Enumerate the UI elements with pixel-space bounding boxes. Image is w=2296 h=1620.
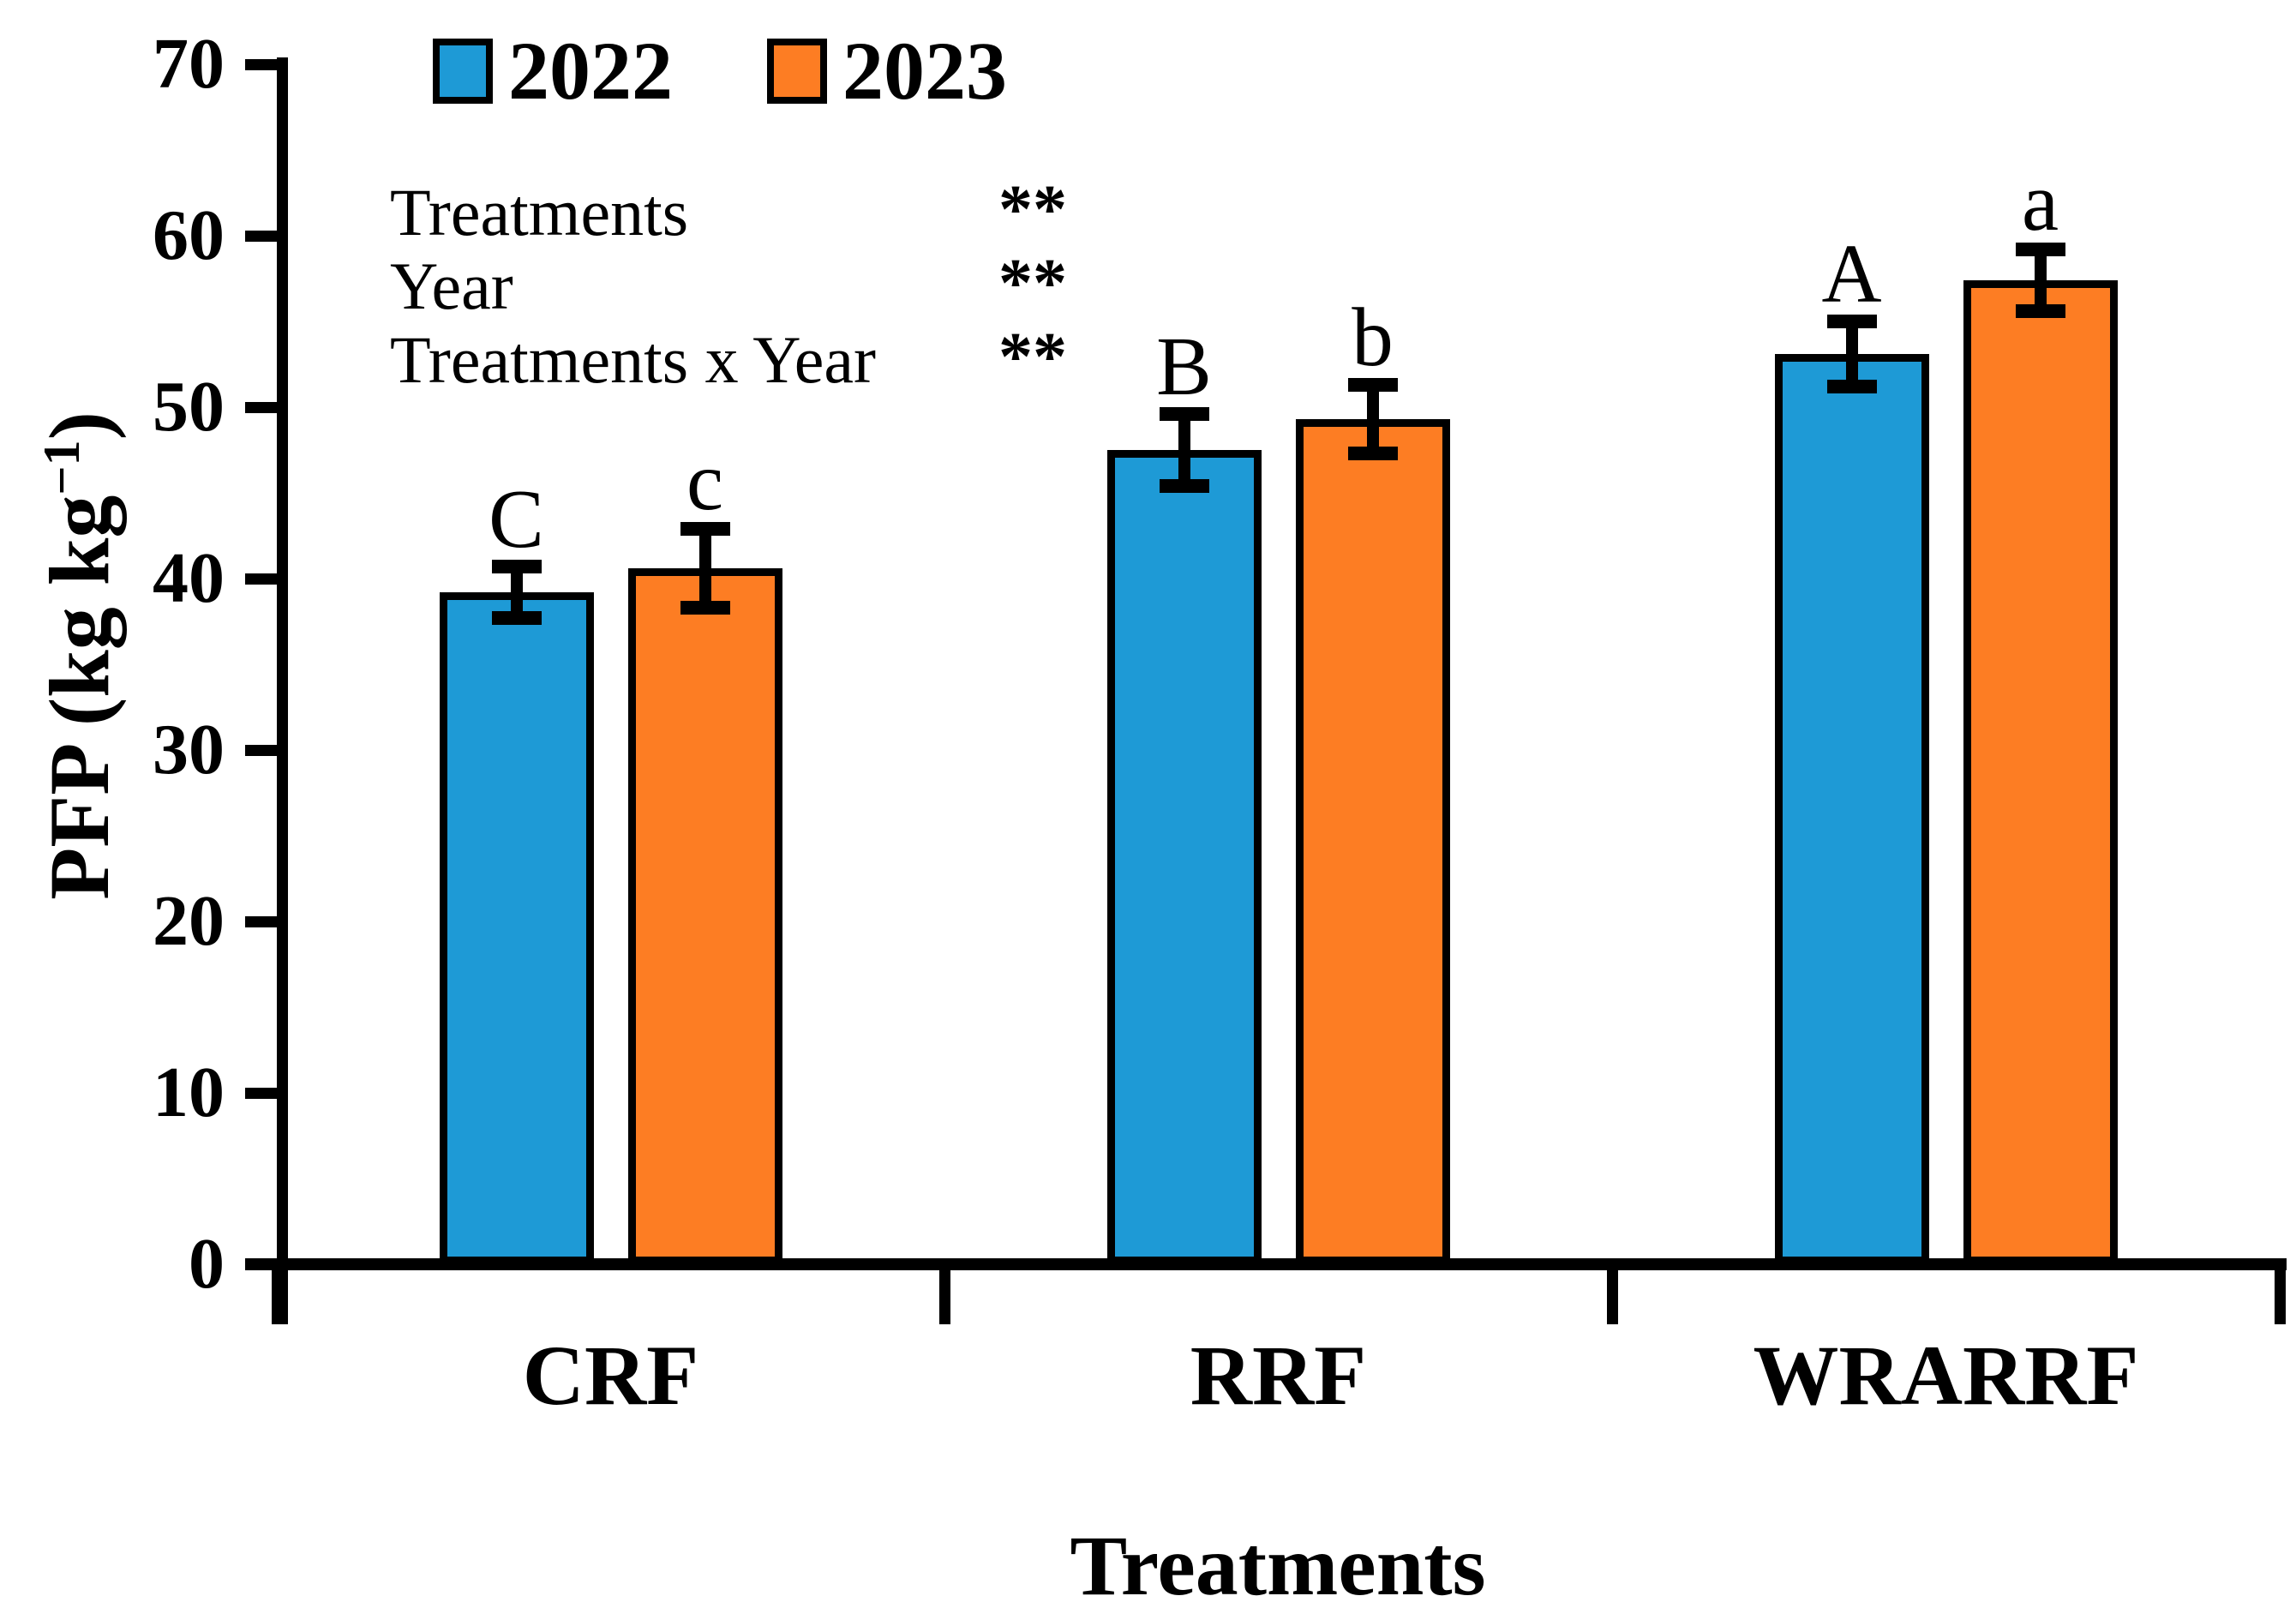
error-bar-cap-top xyxy=(491,560,542,573)
y-tick-label: 10 xyxy=(153,1053,225,1132)
legend-label-2023: 2023 xyxy=(842,25,1007,117)
legend-swatch-2023 xyxy=(767,39,827,104)
error-bar-cap-bottom xyxy=(1347,447,1398,460)
error-bar-cap-bottom xyxy=(491,611,542,625)
y-tick-label: 50 xyxy=(153,367,225,447)
error-bar-cap-bottom xyxy=(680,601,730,615)
y-tick-mark xyxy=(245,1088,277,1099)
y-tick-label: 30 xyxy=(153,710,225,789)
y-axis-title: PFP (kg kg−1) xyxy=(15,56,127,1256)
significance-letter: A xyxy=(1821,228,1882,320)
y-tick-mark xyxy=(245,59,277,70)
error-bar-cap-bottom xyxy=(1826,380,1877,393)
annotation-row-treatments-x-year: Treatments x Year ** xyxy=(390,323,1067,397)
x-boundary-tick xyxy=(939,1270,950,1324)
error-bar-stem xyxy=(510,567,523,618)
significance-letter: a xyxy=(2021,156,2059,248)
annotation-label: Treatments x Year xyxy=(390,322,876,397)
error-bar-stem xyxy=(1845,321,1858,387)
bar-2022-WRARRF xyxy=(1774,354,1929,1264)
y-tick-label: 0 xyxy=(189,1224,225,1304)
error-bar-cap-top xyxy=(680,522,730,536)
x-category-label-WRARRF: WRARRF xyxy=(1753,1328,2139,1423)
y-axis-title-text: PFP (kg kg xyxy=(32,495,127,900)
error-bar-cap-top xyxy=(1826,315,1877,328)
x-boundary-tick xyxy=(1607,1270,1618,1324)
y-axis-title-close: ) xyxy=(32,411,127,441)
y-tick-mark xyxy=(245,231,277,242)
bar-2022-RRF xyxy=(1106,450,1262,1264)
error-bar-cap-bottom xyxy=(1159,479,1209,493)
y-axis-title-superscript: −1 xyxy=(33,440,90,495)
error-bar-stem xyxy=(2034,249,2047,311)
annotation-label: Treatments xyxy=(390,175,689,249)
legend-label-2022: 2022 xyxy=(508,25,673,117)
significance-stars: ** xyxy=(998,246,1067,321)
y-axis-line xyxy=(277,57,288,1324)
y-tick-mark xyxy=(245,745,277,756)
legend-item-2022: 2022 xyxy=(433,30,673,112)
bar-2022-CRF xyxy=(439,592,594,1264)
error-bar-stem xyxy=(1178,414,1190,486)
bar-2023-RRF xyxy=(1295,419,1450,1264)
y-tick-label: 40 xyxy=(153,538,225,618)
significance-letter: B xyxy=(1156,321,1212,412)
y-tick-mark xyxy=(245,1259,277,1270)
x-category-label-RRF: RRF xyxy=(1190,1328,1367,1423)
significance-letter: b xyxy=(1352,291,1394,383)
error-bar-cap-bottom xyxy=(2015,304,2065,318)
significance-letter: C xyxy=(489,473,544,565)
error-bar-cap-top xyxy=(2015,243,2065,256)
x-boundary-tick xyxy=(272,1270,283,1324)
anova-significance-block: Treatments ** Year ** Treatments x Year … xyxy=(390,176,1067,397)
x-category-label-CRF: CRF xyxy=(522,1328,699,1423)
y-tick-label: 20 xyxy=(153,881,225,961)
x-axis-title: Treatments xyxy=(1070,1518,1486,1613)
y-tick-label: 60 xyxy=(153,195,225,275)
error-bar-stem xyxy=(1366,385,1379,453)
annotation-row-year: Year ** xyxy=(390,249,1067,323)
significance-stars: ** xyxy=(998,320,1067,395)
x-boundary-tick xyxy=(2275,1270,2286,1324)
y-tick-label: 70 xyxy=(153,24,225,104)
significance-stars: ** xyxy=(998,172,1067,248)
error-bar-cap-top xyxy=(1347,378,1398,392)
legend-swatch-2022 xyxy=(433,39,493,104)
annotation-label: Year xyxy=(390,249,513,323)
legend-item-2023: 2023 xyxy=(767,30,1007,112)
bar-2023-WRARRF xyxy=(1963,280,2118,1264)
significance-letter: c xyxy=(686,435,724,527)
y-tick-mark xyxy=(245,573,277,585)
y-tick-mark xyxy=(245,402,277,413)
x-axis-line xyxy=(245,1258,2287,1270)
y-tick-mark xyxy=(245,916,277,927)
error-bar-cap-top xyxy=(1159,407,1209,421)
annotation-row-treatments: Treatments ** xyxy=(390,176,1067,249)
error-bar-stem xyxy=(698,529,711,608)
bar-2023-CRF xyxy=(627,568,782,1264)
legend: 2022 2023 xyxy=(433,30,1007,112)
